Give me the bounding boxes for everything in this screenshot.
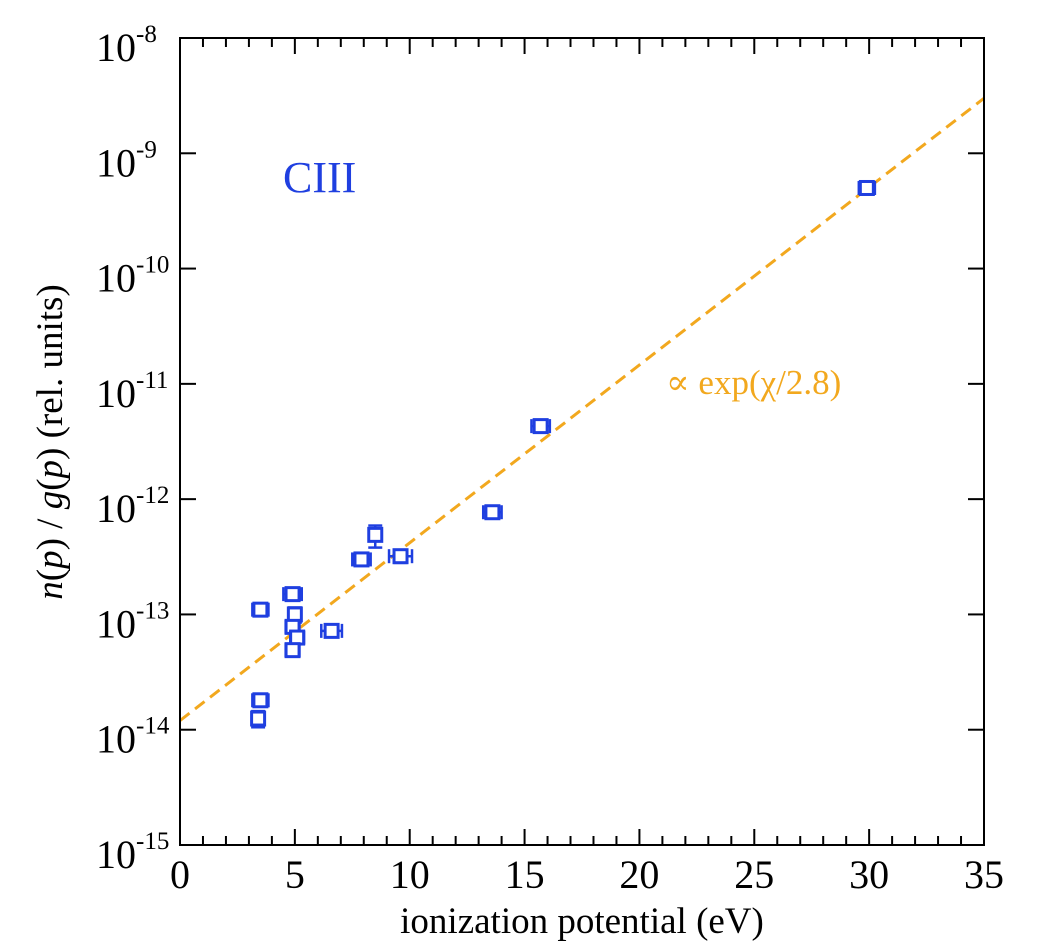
square-marker [532, 418, 549, 435]
x-tick-label: 35 [964, 852, 1004, 897]
y-axis-title-part: ) / [30, 509, 71, 550]
data-point [282, 586, 303, 603]
x-tick-label: 5 [285, 852, 305, 897]
square-marker [484, 504, 501, 521]
y-tick-base: 10 [96, 25, 136, 70]
square-marker [392, 548, 409, 565]
data-point [387, 548, 414, 565]
x-tick-label: 25 [734, 852, 774, 897]
y-tick-exponent: -8 [136, 21, 157, 48]
x-tick-label: 15 [505, 852, 545, 897]
y-tick-exponent: -14 [136, 713, 170, 740]
x-tick-label: 10 [390, 852, 430, 897]
square-marker [252, 692, 269, 709]
y-tick-base: 10 [96, 717, 136, 762]
y-tick-exponent: -9 [136, 136, 157, 163]
y-axis-title-part: ( [30, 569, 71, 581]
y-tick-base: 10 [96, 486, 136, 531]
y-axis-title-part: ( [30, 478, 71, 490]
y-tick-exponent: -15 [136, 828, 169, 855]
y-tick-base: 10 [96, 832, 136, 877]
y-tick-exponent: -13 [136, 597, 169, 624]
x-axis-title: ionization potential (eV) [400, 901, 764, 942]
plot-frame [179, 37, 985, 846]
data-point [289, 629, 306, 646]
fit-label: ∝ exp(χ/2.8) [666, 363, 841, 402]
data-point [857, 179, 877, 196]
y-tick-label: 10-12 [96, 482, 169, 531]
square-marker [367, 526, 384, 543]
panel-label: CIII [283, 153, 356, 202]
y-tick-exponent: -12 [136, 482, 169, 509]
x-tick-labels: 0 5 10 15 20 25 30 35 [170, 852, 1004, 897]
y-tick-label: 10-11 [96, 367, 168, 416]
x-tick-label: 0 [170, 852, 190, 897]
square-marker [284, 586, 301, 603]
square-marker [252, 601, 269, 618]
data-point [367, 524, 384, 549]
y-tick-exponent: -11 [136, 367, 168, 394]
y-tick-base: 10 [96, 371, 136, 416]
y-axis-title-part: g [30, 491, 71, 510]
square-marker [353, 551, 370, 568]
x-tick-label: 30 [849, 852, 889, 897]
square-marker [289, 629, 306, 646]
y-axis-title-part: ) (rel. units) [30, 284, 71, 460]
x-tick-label: 20 [619, 852, 659, 897]
data-point [351, 551, 372, 568]
data-point [250, 709, 267, 729]
y-tick-label: 10-9 [96, 136, 157, 185]
data-point [481, 504, 503, 521]
y-tick-base: 10 [96, 140, 136, 185]
square-marker [323, 622, 340, 639]
y-tick-exponent: -10 [136, 252, 169, 279]
y-tick-base: 10 [96, 601, 136, 646]
fit-line-layer [180, 97, 984, 722]
y-axis-title-part: p [30, 550, 71, 572]
y-axis-title: n(p) / g(p) (rel. units) [30, 284, 71, 599]
y-axis-title-part: n [30, 581, 71, 600]
axis-ticks [179, 37, 985, 846]
y-tick-label: 10-8 [96, 21, 157, 70]
square-marker [284, 642, 301, 659]
square-marker [858, 179, 875, 196]
y-axis-title-part: p [30, 460, 71, 482]
square-marker [250, 710, 267, 727]
data-point [320, 622, 344, 639]
y-tick-label: 10-15 [96, 828, 169, 877]
data-point [284, 642, 301, 659]
data-point [530, 418, 552, 435]
y-tick-label: 10-13 [96, 597, 169, 646]
fit-line [180, 97, 984, 722]
y-tick-label: 10-14 [96, 713, 170, 762]
data-points-layer [250, 179, 877, 729]
y-tick-label: 10-10 [96, 252, 169, 301]
data-point [251, 692, 270, 709]
y-tick-base: 10 [96, 256, 136, 301]
data-point [251, 601, 270, 618]
